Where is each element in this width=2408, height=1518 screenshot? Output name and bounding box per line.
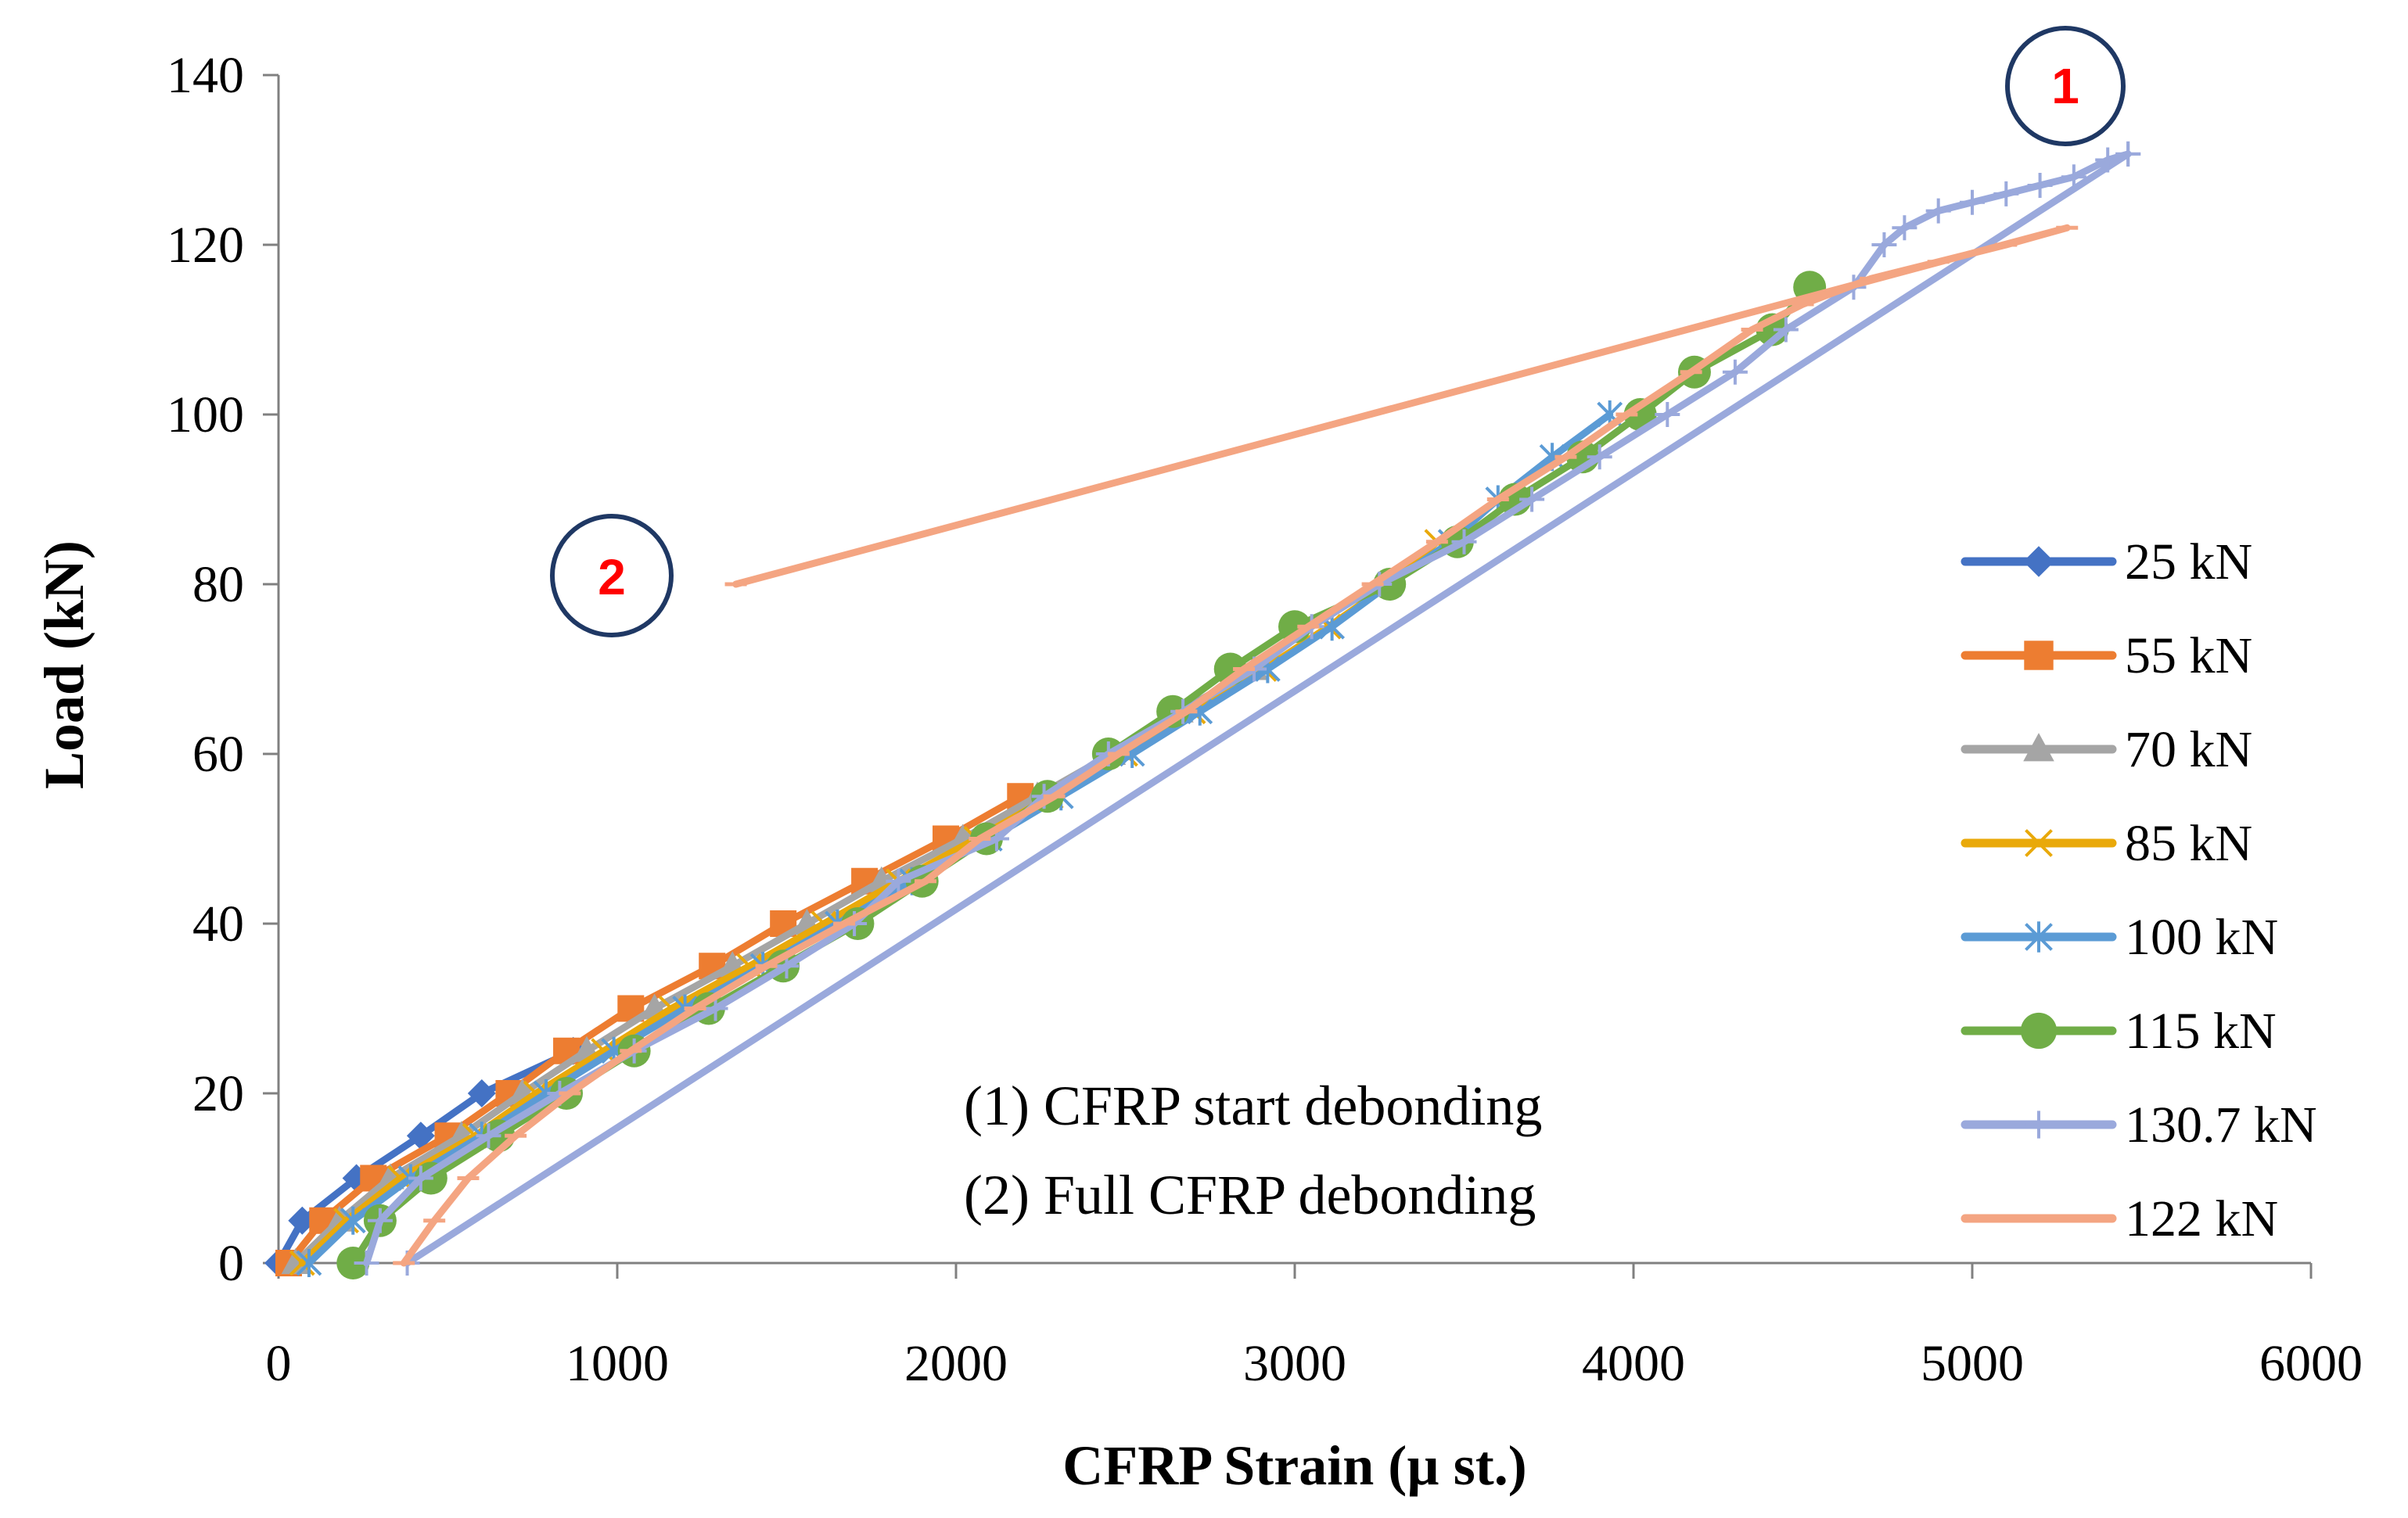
data-point (886, 868, 911, 894)
data-point (1871, 232, 1897, 257)
callout-2-circle (550, 514, 674, 637)
data-point (2027, 173, 2053, 199)
legend-label: 122 kN (2125, 1190, 2278, 1247)
data-point (340, 1206, 366, 1235)
data-point (1960, 189, 1985, 215)
y-tick-label: 140 (167, 47, 244, 104)
x-tick-label: 3000 (1243, 1335, 1346, 1392)
data-point (408, 1165, 433, 1191)
callout-2-number: 2 (598, 549, 626, 605)
x-tick-label: 2000 (904, 1335, 1008, 1392)
legend-marker (2020, 1012, 2058, 1050)
legend-item: 70 kN (1961, 721, 2252, 778)
data-point (467, 1079, 496, 1107)
x-axis-title: CFRP Strain (µ st.) (1062, 1434, 1526, 1497)
legend-label: 100 kN (2125, 909, 2278, 966)
data-point (1655, 402, 1680, 427)
note-start-debonding: (1) CFRP start debonding (964, 1075, 1542, 1137)
data-point (406, 1121, 435, 1150)
data-point (336, 1247, 370, 1279)
legend-label: 25 kN (2125, 533, 2252, 590)
note-full-debonding: (2) Full CFRP debonding (964, 1164, 1536, 1226)
data-point (296, 1249, 322, 1277)
legend-item: 25 kN (1961, 533, 2252, 590)
data-point (2095, 147, 2121, 173)
data-point (2115, 141, 2141, 167)
data-point (367, 1208, 393, 1233)
legend-item: 55 kN (1961, 627, 2252, 684)
legend-marker (2023, 546, 2054, 577)
data-point (354, 1251, 379, 1276)
legend: 25 kN 55 kN 70 kN 85 kN 100 kN 115 kN 130.7 kN… (1961, 533, 2317, 1247)
x-tick-label: 6000 (2259, 1335, 2363, 1392)
x-tick-label: 0 (266, 1335, 292, 1392)
legend-label: 130.7 kN (2125, 1096, 2317, 1154)
x-ticks: 0 1000 2000 3000 4000 5000 6000 (266, 1263, 2363, 1392)
legend-label: 70 kN (2125, 721, 2252, 778)
data-point (1892, 215, 1917, 241)
data-point (476, 1123, 501, 1149)
data-point (1773, 317, 1799, 343)
data-point (1925, 198, 1951, 224)
y-tick-label: 80 (192, 556, 244, 613)
y-ticks: 0 20 40 60 80 100 120 140 (167, 47, 279, 1292)
legend-item: 100 kN (1961, 909, 2278, 966)
series-layer (264, 141, 2141, 1279)
y-tick-label: 60 (192, 726, 244, 783)
legend-marker (2025, 921, 2053, 953)
callout-2: 2 (550, 514, 674, 637)
legend-marker (2025, 1111, 2053, 1139)
x-tick-label: 1000 (566, 1335, 669, 1392)
legend-item: 130.7 kN (1961, 1096, 2317, 1154)
y-tick-label: 0 (218, 1235, 244, 1292)
data-point (1722, 359, 1748, 385)
y-tick-label: 100 (167, 386, 244, 443)
legend-label: 55 kN (2125, 627, 2252, 684)
legend-label: 85 kN (2125, 815, 2252, 872)
y-tick-label: 120 (167, 217, 244, 274)
legend-marker (2025, 829, 2053, 857)
y-axis-title: Load (kN) (33, 540, 95, 789)
callout-1-number: 1 (2051, 58, 2079, 114)
series-122-kn (393, 224, 2079, 1267)
data-point (1993, 181, 2019, 206)
y-tick-label: 20 (192, 1065, 244, 1122)
x-tick-label: 5000 (1921, 1335, 2024, 1392)
data-point (2061, 164, 2086, 190)
callout-1-circle (2005, 26, 2126, 146)
data-point (387, 1165, 414, 1191)
legend-item: 115 kN (1961, 1003, 2277, 1060)
legend-label: 115 kN (2125, 1003, 2277, 1060)
legend-item: 122 kN (1961, 1190, 2278, 1247)
data-point (1451, 529, 1477, 554)
legend-marker (2023, 733, 2054, 762)
legend-marker (2024, 641, 2054, 670)
data-point (1519, 486, 1545, 512)
callout-1: 1 (2005, 26, 2126, 146)
legend-item: 85 kN (1961, 815, 2252, 872)
x-tick-label: 4000 (1582, 1335, 1685, 1392)
y-tick-label: 40 (192, 895, 244, 953)
data-point (1587, 444, 1612, 470)
